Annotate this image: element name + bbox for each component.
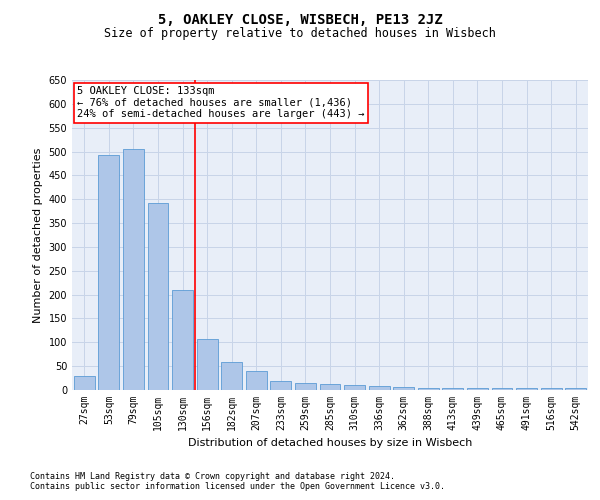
Bar [368,386,389,390]
Bar [221,362,242,390]
Bar [271,382,292,390]
Bar [74,376,95,390]
Bar [172,290,193,390]
Bar [491,388,512,390]
X-axis label: Distribution of detached houses by size in Wisbech: Distribution of detached houses by size … [188,438,472,448]
Bar [320,384,340,390]
Bar [148,203,169,390]
Bar [418,388,439,390]
Text: Contains HM Land Registry data © Crown copyright and database right 2024.: Contains HM Land Registry data © Crown c… [30,472,395,481]
Bar [393,387,414,390]
Bar [197,339,218,390]
Bar [541,388,562,390]
Bar [442,388,463,390]
Bar [344,385,365,390]
Y-axis label: Number of detached properties: Number of detached properties [33,148,43,322]
Text: Contains public sector information licensed under the Open Government Licence v3: Contains public sector information licen… [30,482,445,491]
Bar [516,388,537,390]
Text: Size of property relative to detached houses in Wisbech: Size of property relative to detached ho… [104,28,496,40]
Bar [246,371,267,390]
Text: 5, OAKLEY CLOSE, WISBECH, PE13 2JZ: 5, OAKLEY CLOSE, WISBECH, PE13 2JZ [158,12,442,26]
Bar [98,155,119,390]
Bar [123,149,144,390]
Bar [467,388,488,390]
Bar [295,383,316,390]
Text: 5 OAKLEY CLOSE: 133sqm
← 76% of detached houses are smaller (1,436)
24% of semi-: 5 OAKLEY CLOSE: 133sqm ← 76% of detached… [77,86,365,120]
Bar [565,388,586,390]
